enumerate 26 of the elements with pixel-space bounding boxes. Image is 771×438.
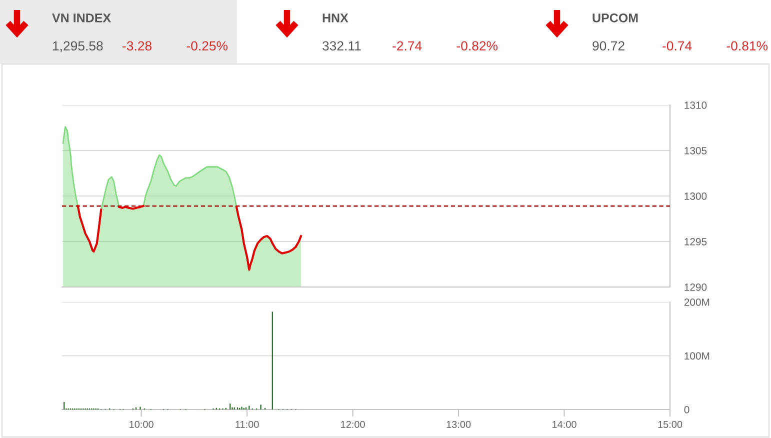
text: -0.25% [186, 41, 228, 51]
text: UPCOM [592, 14, 638, 22]
text: 332.11 [322, 41, 361, 51]
x-tick-label: 13:00 [446, 420, 471, 428]
y-tick-label: 1290 [684, 284, 707, 291]
text: -0.74 [662, 41, 692, 51]
text: VN INDEX [52, 14, 111, 22]
text: 90.72 [592, 41, 624, 51]
x-tick-label: 11:00 [236, 420, 259, 428]
text: -3.28 [122, 41, 152, 51]
y-tick-label: 1305 [684, 147, 707, 154]
y-tick-label: 1300 [684, 192, 707, 200]
y-tick-label: 1295 [684, 238, 707, 246]
text: -0.82% [456, 41, 498, 51]
y-tick-label: 1310 [684, 102, 707, 109]
x-tick-label: 15:00 [658, 420, 682, 428]
text: -0.81% [726, 41, 768, 51]
y-tick-label: 100M [684, 352, 710, 360]
x-tick-label: 14:00 [552, 420, 576, 428]
text: HNX [322, 14, 348, 22]
y-tick-label: 200M [684, 298, 710, 306]
x-tick-label: 10:00 [130, 420, 154, 428]
text: -2.74 [392, 41, 422, 50]
text: 1,295.58 [53, 41, 103, 52]
x-tick-label: 12:00 [341, 420, 365, 428]
y-tick-label: 0 [684, 406, 690, 414]
